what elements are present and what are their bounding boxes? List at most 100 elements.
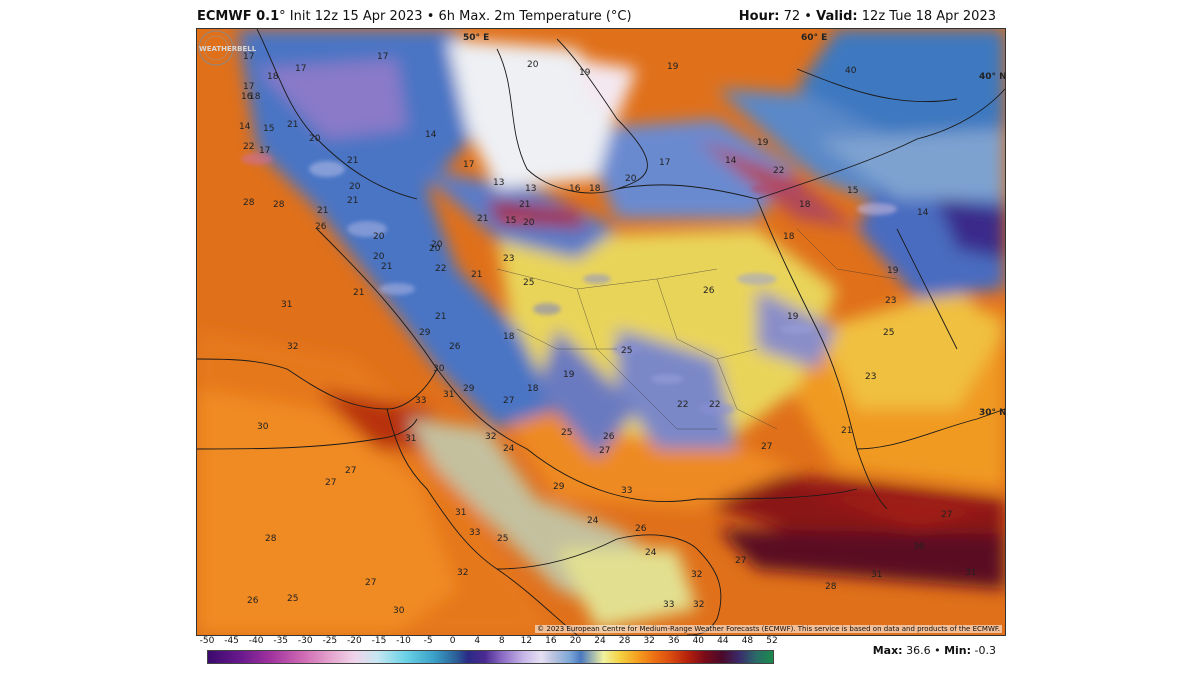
temperature-value-label: 32 (485, 432, 496, 442)
temperature-value-label: 26 (603, 432, 615, 442)
valid-value: 12z Tue 18 Apr 2023 (861, 9, 996, 24)
colorbar-tick-label: 0 (449, 636, 456, 646)
colorbar-tick-label: 40 (692, 636, 705, 646)
max-label: Max: (872, 644, 903, 657)
temperature-value-label: 27 (325, 478, 336, 488)
temperature-value-label: 19 (563, 370, 575, 380)
temperature-value-label: 19 (667, 62, 679, 72)
temperature-value-label: 26 (449, 342, 461, 352)
temperature-value-label: 24 (645, 548, 657, 558)
temperature-value-label: 18 (589, 184, 601, 194)
colorbar-tick-label: 4 (474, 636, 481, 646)
colorbar-tick-label: -35 (273, 636, 289, 646)
temperature-value-label: 21 (435, 312, 446, 322)
temperature-value-label: 16 (241, 92, 253, 102)
temperature-value-label: 33 (663, 600, 674, 610)
temperature-value-label: 20 (349, 182, 361, 192)
temperature-value-label: 20 (523, 218, 535, 228)
temperature-value-label: 28 (243, 198, 255, 208)
temperature-value-label: 14 (917, 208, 929, 218)
colorbar-tick-label: -10 (396, 636, 411, 646)
temperature-value-label: 29 (463, 384, 475, 394)
temperature-value-label: 14 (425, 130, 437, 140)
colorbar-tick-label: 16 (545, 636, 557, 646)
temperature-value-label: 22 (243, 142, 254, 152)
header-separator: • (804, 9, 812, 24)
temperature-value-label: 27 (345, 466, 356, 476)
colorbar-tick-label: 36 (668, 636, 680, 646)
temperature-value-label: 27 (503, 396, 514, 406)
temperature-value-label: 14 (239, 122, 251, 132)
svg-text:WEATHERBELL: WEATHERBELL (199, 45, 257, 53)
temperature-value-label: 31 (405, 434, 416, 444)
colorbar-tick-label: 52 (766, 636, 778, 646)
temperature-value-label: 25 (883, 328, 894, 338)
temperature-value-label: 25 (523, 278, 534, 288)
temperature-value-label: 32 (691, 570, 702, 580)
colorbar-tick-label: -25 (322, 636, 338, 646)
temperature-value-label: 31 (455, 508, 466, 518)
colorbar-tick-label: -50 (199, 636, 215, 646)
temperature-value-label: 19 (787, 312, 799, 322)
coord-label-60e: 60° E (801, 33, 827, 43)
colorbar-tick-label: 12 (520, 636, 533, 646)
temperature-value-label: 33 (469, 528, 480, 538)
colorbar-tick-label: 28 (618, 636, 631, 646)
temperature-value-label: 25 (561, 428, 572, 438)
hour-value: 72 (783, 9, 801, 24)
temperature-value-label: 22 (773, 166, 784, 176)
temperature-value-label: 33 (621, 486, 632, 496)
temperature-value-label: 21 (519, 200, 530, 210)
colorbar-tick-label: -15 (371, 636, 387, 646)
temperature-value-label: 27 (941, 510, 952, 520)
temperature-value-label: 22 (677, 400, 688, 410)
temperature-value-label: 31 (965, 568, 976, 578)
valid-time: Hour: 72 • Valid: 12z Tue 18 Apr 2023 (739, 9, 996, 24)
province-borders (496, 228, 898, 430)
temperature-value-label: 18 (783, 232, 795, 242)
temperature-value-label: 31 (871, 570, 882, 580)
temperature-value-label: 22 (709, 400, 720, 410)
temperature-value-label: 28 (265, 534, 277, 544)
coord-label-30n: 30° N (979, 408, 1005, 418)
temperature-value-label: 28 (273, 200, 285, 210)
colorbar-tick-label: 48 (741, 636, 754, 646)
temperature-value-label: 20 (373, 232, 385, 242)
temperature-value-label: 22 (435, 264, 446, 274)
temperature-value-label: 30 (433, 364, 445, 374)
temperature-value-label: 32 (693, 600, 704, 610)
min-label: Min: (944, 644, 972, 657)
temperature-value-label: 21 (353, 288, 364, 298)
temperature-value-label: 14 (725, 156, 737, 166)
colorbar-tick-label: 24 (594, 636, 606, 646)
colorbar-tick-label: 20 (569, 636, 582, 646)
temperature-value-label: 19 (579, 68, 591, 78)
model-name: ECMWF 0.1 (197, 9, 280, 24)
coord-label-40n: 40° N (979, 72, 1005, 82)
colorbar-tick-label: 8 (498, 636, 505, 646)
colorbar-gradient (207, 650, 774, 664)
temperature-value-label: 17 (295, 64, 306, 74)
temperature-value-label: 16 (569, 184, 581, 194)
temperature-value-label: 19 (757, 138, 769, 148)
temperature-value-label: 20 (625, 174, 637, 184)
temperature-value-label: 20 (431, 240, 443, 250)
temperature-value-label: 15 (847, 186, 858, 196)
temperature-value-label: 21 (841, 426, 852, 436)
temperature-value-label: 27 (761, 442, 772, 452)
colorbar-ticks: -50 -45 -40 -35 -30 -25 -20 -15 -10 -5 0 4 8 12 16 20 24… (196, 636, 796, 648)
temperature-value-label: 25 (287, 594, 298, 604)
colorbar-tick-label: -5 (423, 636, 433, 646)
temperature-value-label: 17 (659, 158, 670, 168)
temperature-value-label: 17 (243, 52, 254, 62)
temperature-value-label: 18 (799, 200, 811, 210)
temperature-value-label: 21 (347, 156, 358, 166)
temperature-value-label: 28 (825, 582, 837, 592)
temperature-value-label: 18 (527, 384, 539, 394)
temperature-value-label: 13 (493, 178, 504, 188)
temperature-value-label: 21 (471, 270, 482, 280)
texture-blobs (241, 153, 897, 415)
temperature-value-label: 19 (887, 266, 899, 276)
min-value: -0.3 (974, 644, 996, 657)
